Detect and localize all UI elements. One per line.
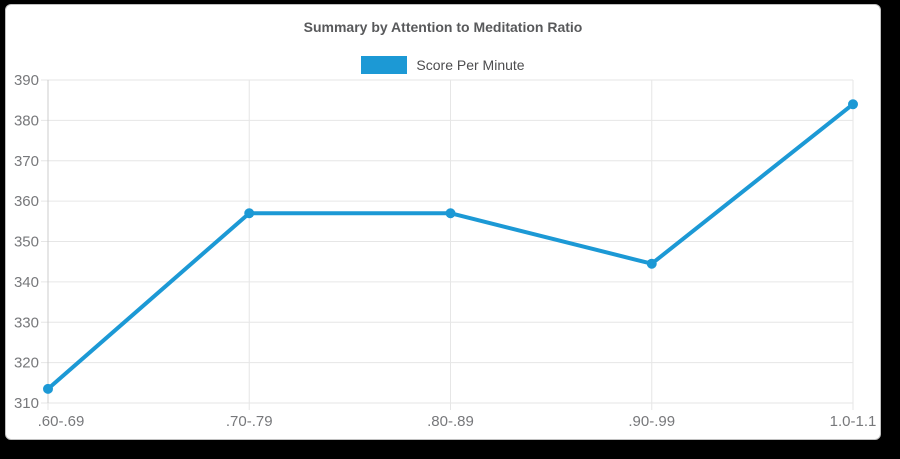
line-chart[interactable]: 310 320 330 340 350 360 370 380 390 .60-.69 .70-.7…	[6, 75, 882, 439]
data-point[interactable]	[43, 383, 53, 394]
chart-title: Summary by Attention to Meditation Ratio	[303, 19, 583, 35]
y-tick-label: 370	[14, 153, 39, 170]
y-tick-label: 360	[14, 193, 39, 210]
data-point[interactable]	[848, 99, 858, 110]
data-point[interactable]	[244, 208, 255, 219]
y-tick-label: 310	[14, 395, 39, 412]
y-tick-label: 380	[14, 112, 39, 129]
data-point[interactable]	[445, 208, 456, 219]
y-tick-label: 330	[14, 314, 39, 331]
y-tick-label: 350	[14, 234, 39, 251]
x-tick-label: .70-.79	[226, 413, 273, 430]
chart-card: Summary by Attention to Meditation Ratio…	[5, 4, 881, 440]
data-point[interactable]	[646, 258, 657, 269]
y-tick-label: 390	[14, 75, 39, 89]
legend-item-score-per-minute[interactable]: Score Per Minute	[361, 56, 525, 74]
x-tick-label: .60-.69	[38, 413, 85, 430]
x-tick-label: .80-.89	[427, 413, 474, 430]
legend-label: Score Per Minute	[416, 57, 525, 73]
x-tick-label: 1.0-1.1	[830, 413, 877, 430]
legend-swatch-icon	[361, 56, 408, 74]
legend: Score Per Minute	[6, 56, 880, 74]
x-tick-label: .90-.99	[628, 413, 675, 430]
y-tick-label: 340	[14, 274, 39, 291]
y-tick-label: 320	[14, 355, 39, 372]
